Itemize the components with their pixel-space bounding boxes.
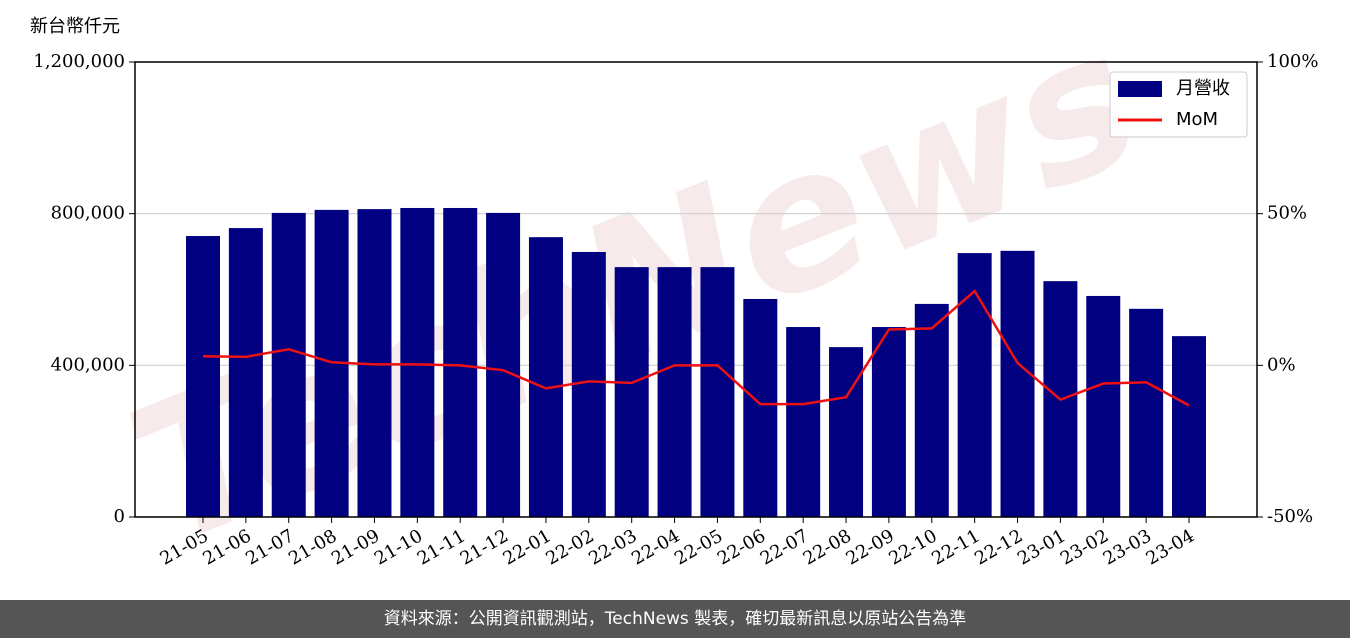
y-tick-label: 400,000 (51, 354, 125, 375)
bar (1000, 250, 1035, 517)
y-tick-label: 0 (114, 506, 125, 527)
bar (957, 253, 992, 517)
x-tick-label: 21-12 (457, 525, 512, 569)
y2-tick-label: -50% (1267, 506, 1313, 527)
x-tick-label: 22-08 (800, 525, 855, 569)
bar (1086, 295, 1121, 517)
x-tick-label: 22-11 (928, 525, 983, 569)
y2-tick-label: 50% (1267, 203, 1307, 224)
y-tick-label: 800,000 (51, 203, 125, 224)
bar (1172, 336, 1206, 517)
x-tick-label: 22-07 (757, 525, 812, 569)
bar (271, 212, 306, 518)
x-tick-label: 22-09 (842, 525, 897, 569)
legend-label: 月營收 (1176, 78, 1230, 99)
x-tick-label: 22-06 (714, 525, 769, 569)
bar (486, 212, 521, 518)
bar (786, 327, 821, 517)
plot-frame (134, 61, 1258, 518)
x-tick-label: 21-09 (328, 525, 383, 569)
bar (657, 267, 692, 517)
x-tick-label: 22-12 (971, 525, 1026, 569)
bar (829, 347, 864, 517)
bar (1129, 308, 1164, 517)
x-tick-label: 21-10 (371, 525, 426, 569)
x-tick-label: 22-05 (671, 525, 726, 569)
bar (400, 207, 435, 517)
y2-tick-label: 0% (1267, 354, 1296, 375)
x-tick-label: 23-03 (1100, 525, 1155, 569)
line (202, 289, 1190, 407)
x-tick-label: 23-01 (1014, 525, 1069, 569)
x-tick-label: 21-11 (414, 525, 469, 569)
x-tick-label: 23-02 (1057, 525, 1112, 569)
legend-swatch (1118, 81, 1162, 97)
x-tick-label: 23-04 (1143, 525, 1198, 569)
x-tick-label: 22-01 (500, 525, 555, 569)
bar (914, 303, 949, 517)
bar (614, 267, 649, 517)
bar (700, 267, 735, 517)
bar (743, 298, 778, 517)
bar (528, 237, 563, 518)
y-unit-label: 新台幣仟元 (30, 16, 120, 37)
y2-tick-label: 100% (1267, 51, 1318, 72)
x-tick-label: 22-10 (885, 525, 940, 569)
x-tick-label: 22-02 (542, 525, 597, 569)
x-tick-label: 22-04 (628, 525, 683, 569)
x-tick-label: 22-03 (585, 525, 640, 569)
y-tick-label: 1,200,000 (33, 51, 125, 72)
footer-bar (0, 600, 1350, 638)
bar (443, 207, 478, 517)
bar (186, 236, 220, 517)
bar (871, 327, 906, 517)
bar (228, 228, 263, 517)
footer: 資料來源：公開資訊觀測站，TechNews 製表，確切最新訊息以原站公告為準 (384, 609, 966, 629)
legend-label: MoM (1176, 109, 1218, 130)
